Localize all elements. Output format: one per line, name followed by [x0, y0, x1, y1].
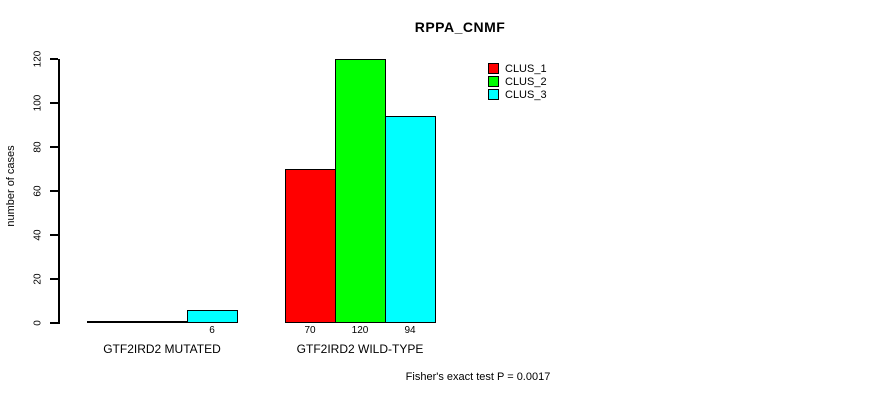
- legend-entry-clus3: CLUS_3: [488, 88, 547, 101]
- bar-clus_1-group2: [285, 169, 336, 323]
- legend-swatch-clus3-icon: [488, 89, 499, 100]
- bar-value-label: 120: [351, 325, 369, 336]
- y-tick-label: 60: [32, 185, 44, 197]
- y-tick-label: 100: [32, 94, 44, 112]
- bar-clus_3-group1: [187, 310, 238, 323]
- legend-entry-clus2: CLUS_2: [488, 75, 547, 88]
- bar-clus_2-group2: [335, 59, 386, 323]
- x-group-label: GTF2IRD2 MUTATED: [103, 342, 221, 356]
- y-axis-line: [58, 59, 60, 324]
- y-tick-label: 120: [32, 50, 44, 68]
- y-tick: [50, 234, 58, 236]
- x-group-label: GTF2IRD2 WILD-TYPE: [296, 342, 424, 356]
- y-tick-label: 40: [32, 229, 44, 241]
- y-tick: [50, 58, 58, 60]
- y-tick: [50, 146, 58, 148]
- y-tick: [50, 278, 58, 280]
- y-tick-label: 20: [32, 273, 44, 285]
- y-tick-label: 80: [32, 141, 44, 153]
- legend-label: CLUS_3: [505, 88, 547, 101]
- bar-value-label: 94: [404, 325, 416, 336]
- y-tick-label: 0: [32, 320, 44, 326]
- legend-entry-clus1: CLUS_1: [488, 62, 547, 75]
- zero-bar-clus_2-group1: [137, 321, 188, 323]
- legend-swatch-clus2-icon: [488, 76, 499, 87]
- y-axis-title: number of cases: [5, 145, 17, 227]
- legend: CLUS_1 CLUS_2 CLUS_3: [488, 62, 547, 101]
- zero-bar-clus_1-group1: [87, 321, 138, 323]
- y-tick: [50, 190, 58, 192]
- bar-value-label: 70: [304, 325, 316, 336]
- legend-label: CLUS_1: [505, 62, 547, 75]
- chart-title: RPPA_CNMF: [414, 19, 506, 35]
- y-tick: [50, 322, 58, 324]
- bar-value-label: 6: [209, 325, 215, 336]
- y-tick: [50, 102, 58, 104]
- footnote: Fisher's exact test P = 0.0017: [405, 371, 551, 383]
- legend-swatch-clus1-icon: [488, 63, 499, 74]
- bar-clus_3-group2: [385, 116, 436, 323]
- legend-label: CLUS_2: [505, 75, 547, 88]
